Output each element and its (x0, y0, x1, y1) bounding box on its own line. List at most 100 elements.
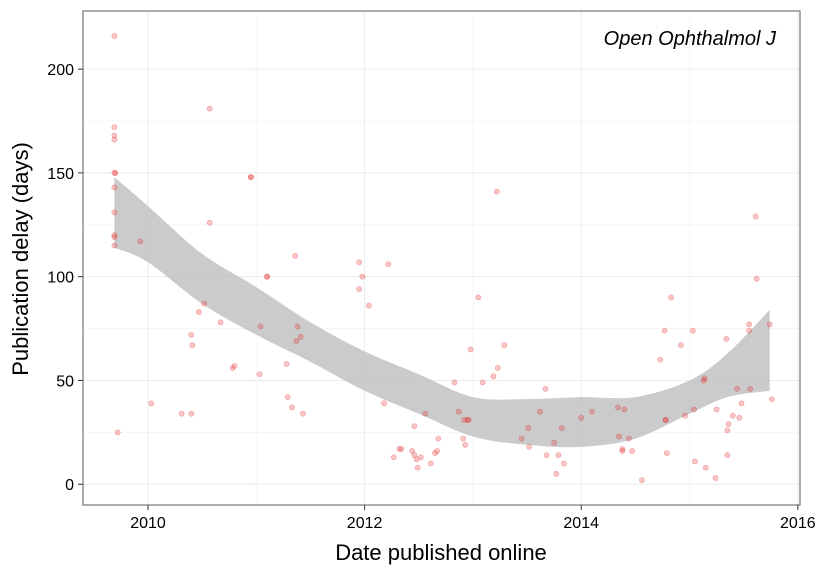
data-point (621, 406, 628, 413)
data-point (615, 404, 621, 411)
data-point (724, 427, 731, 434)
data-point (455, 408, 462, 415)
data-point (525, 425, 531, 432)
data-point (746, 321, 752, 328)
data-point (434, 448, 441, 454)
data-point (247, 174, 254, 180)
data-point (725, 421, 732, 427)
data-point (662, 416, 669, 423)
data-point (661, 327, 668, 334)
smooth-band-layer (114, 177, 770, 448)
data-point (713, 406, 720, 413)
data-point (365, 302, 372, 309)
data-point (284, 394, 291, 400)
data-point (553, 470, 560, 477)
data-point (188, 410, 195, 417)
y-tick-label: 200 (47, 62, 74, 79)
data-point (475, 294, 482, 301)
y-tick-label: 0 (65, 477, 74, 494)
data-point (409, 448, 416, 454)
smooth-confidence-band (114, 177, 770, 448)
data-point (111, 184, 118, 191)
data-point (589, 408, 595, 415)
data-point (701, 375, 708, 382)
data-point (712, 475, 719, 481)
data-point (736, 414, 743, 421)
data-point (206, 219, 213, 226)
data-point (682, 412, 689, 419)
data-point (768, 396, 775, 402)
x-tick-label: 2016 (780, 515, 816, 532)
data-point (464, 416, 471, 423)
data-point (289, 404, 295, 411)
x-tick-label: 2010 (130, 515, 166, 532)
data-point (479, 379, 486, 386)
data-point (111, 234, 118, 241)
data-point (578, 414, 585, 421)
data-point (518, 435, 525, 442)
y-tick-label: 100 (47, 270, 74, 287)
data-point (537, 408, 543, 415)
data-point (114, 429, 121, 436)
data-point (668, 294, 674, 301)
x-axis-title: Date published online (335, 540, 547, 565)
data-point (494, 365, 501, 371)
axis-layer: 2010 2012 2014 2016 0 50 100 150 200 (47, 10, 816, 532)
data-point (747, 385, 754, 392)
data-point (356, 259, 363, 266)
data-point (256, 371, 263, 378)
data-point (422, 410, 429, 417)
data-point (723, 335, 730, 342)
data-point (396, 446, 403, 452)
data-point (619, 448, 626, 454)
data-point (292, 252, 299, 259)
data-point (413, 456, 420, 463)
data-point (752, 213, 759, 220)
data-point (724, 452, 731, 459)
data-point (462, 441, 469, 448)
data-point (299, 410, 306, 417)
data-point (111, 124, 118, 131)
data-point (297, 333, 304, 340)
data-point (293, 338, 300, 344)
y-tick-label: 150 (47, 166, 74, 183)
data-point (111, 136, 118, 143)
data-point (461, 416, 468, 423)
data-point (460, 435, 467, 442)
data-point (702, 464, 709, 471)
data-point (294, 323, 301, 330)
data-point (201, 300, 208, 307)
y-tick-label: 50 (56, 373, 74, 390)
data-point (657, 356, 664, 363)
data-point (390, 454, 397, 461)
data-point (678, 342, 684, 349)
data-point (738, 400, 745, 407)
y-axis-title: Publication delay (days) (8, 142, 33, 376)
data-point (411, 423, 418, 429)
data-point (112, 169, 119, 176)
journal-annotation: Open Ophthalmol J (604, 28, 777, 50)
data-point (411, 452, 418, 459)
x-tick-label: 2014 (563, 515, 599, 532)
data-point (264, 273, 270, 280)
data-point (746, 327, 752, 334)
data-point (111, 169, 118, 176)
data-point (148, 400, 155, 407)
data-point (662, 416, 669, 423)
data-point (555, 452, 562, 459)
data-point (414, 464, 421, 471)
data-point (359, 273, 366, 280)
data-point (629, 448, 635, 454)
data-point (526, 443, 533, 450)
data-point (490, 373, 497, 380)
data-point (111, 132, 118, 139)
data-point (451, 379, 458, 386)
data-point (543, 452, 550, 459)
data-point (766, 321, 773, 328)
data-point (356, 286, 363, 292)
data-point (501, 342, 508, 349)
data-point (753, 275, 760, 282)
data-point (689, 327, 696, 334)
